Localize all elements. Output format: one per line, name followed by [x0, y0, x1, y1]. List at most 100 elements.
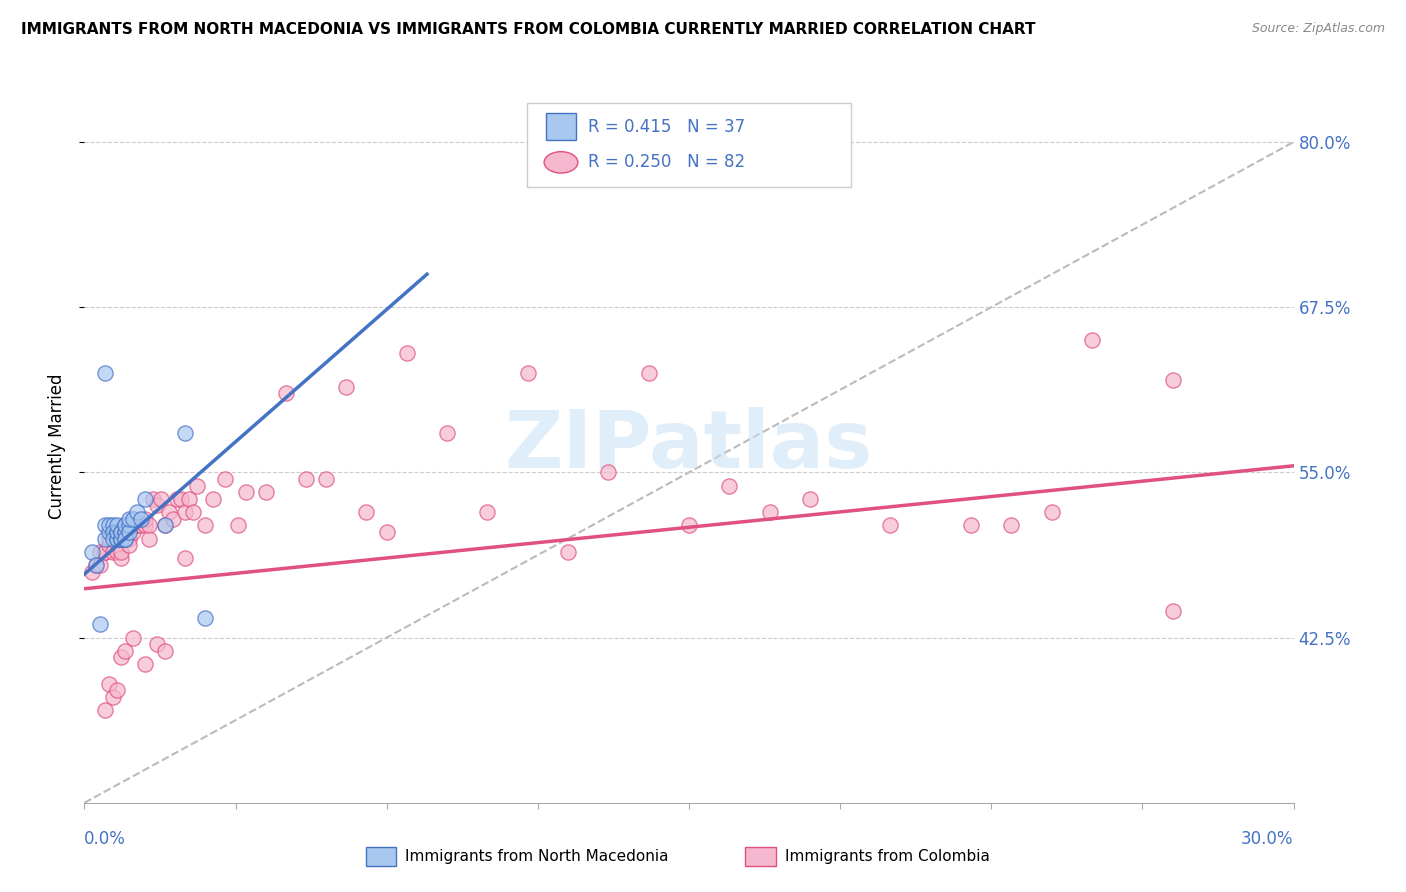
Point [1040, 505, 1063, 519]
Point [335, 379, 357, 393]
Point [166, 491, 188, 506]
Point [157, 505, 180, 519]
Point [121, 524, 143, 539]
Point [477, 505, 499, 519]
Point [395, 346, 418, 360]
Point [110, 551, 132, 566]
Point [1081, 333, 1104, 347]
Point [118, 538, 141, 552]
Point [110, 524, 132, 539]
Point [174, 551, 197, 566]
Point [118, 532, 141, 546]
Point [295, 472, 318, 486]
Point [375, 524, 398, 539]
Point [114, 524, 136, 539]
Text: Immigrants from North Macedonia: Immigrants from North Macedonia [405, 849, 668, 863]
Point [114, 518, 136, 533]
Point [105, 532, 128, 546]
Point [114, 532, 136, 546]
Point [235, 485, 257, 500]
Point [82, 565, 104, 579]
Point [516, 367, 538, 381]
Point [129, 511, 152, 525]
Point [125, 505, 148, 519]
Point [214, 472, 236, 486]
Point [174, 505, 197, 519]
Point [114, 532, 136, 546]
Point [93, 545, 115, 559]
Point [101, 545, 124, 559]
Point [138, 518, 160, 533]
Point [758, 505, 780, 519]
Point [146, 637, 169, 651]
Text: 30.0%: 30.0% [1241, 830, 1294, 847]
Point [194, 611, 217, 625]
Point [121, 511, 143, 525]
Text: IMMIGRANTS FROM NORTH MACEDONIA VS IMMIGRANTS FROM COLOMBIA CURRENTLY MARRIED CO: IMMIGRANTS FROM NORTH MACEDONIA VS IMMIG… [21, 22, 1036, 37]
Point [105, 518, 128, 533]
Point [110, 532, 132, 546]
Point [162, 511, 184, 525]
Point [105, 532, 128, 546]
Point [118, 524, 141, 539]
Point [138, 532, 160, 546]
Point [101, 690, 124, 704]
Point [194, 518, 217, 533]
Point [960, 518, 983, 533]
Point [118, 511, 141, 525]
Point [89, 558, 111, 572]
Point [125, 518, 148, 533]
Point [557, 545, 579, 559]
Text: Immigrants from Colombia: Immigrants from Colombia [785, 849, 990, 863]
Point [146, 499, 169, 513]
Point [181, 505, 204, 519]
Y-axis label: Currently Married: Currently Married [48, 373, 66, 519]
Text: R = 0.250   N = 82: R = 0.250 N = 82 [588, 153, 745, 171]
Point [114, 518, 136, 533]
Point [82, 545, 104, 559]
Point [153, 518, 176, 533]
Point [105, 524, 128, 539]
Point [93, 367, 115, 381]
Point [718, 478, 741, 492]
Point [97, 524, 120, 539]
Point [125, 518, 148, 533]
Point [93, 518, 115, 533]
Point [89, 545, 111, 559]
Text: 0.0%: 0.0% [84, 830, 127, 847]
Point [799, 491, 821, 506]
Text: ZIPatlas: ZIPatlas [505, 407, 873, 485]
Point [149, 491, 172, 506]
Point [101, 532, 124, 546]
Point [97, 518, 120, 533]
Point [97, 538, 120, 552]
Point [110, 532, 132, 546]
Point [134, 491, 156, 506]
Point [129, 518, 152, 533]
Point [105, 524, 128, 539]
Point [101, 524, 124, 539]
Point [93, 703, 115, 717]
Point [93, 545, 115, 559]
Point [110, 545, 132, 559]
Point [114, 518, 136, 533]
Point [89, 617, 111, 632]
Point [105, 683, 128, 698]
Point [202, 491, 225, 506]
Point [114, 644, 136, 658]
Point [86, 558, 108, 572]
Point [93, 532, 115, 546]
Point [179, 491, 201, 506]
Point [105, 545, 128, 559]
Text: R = 0.415   N = 37: R = 0.415 N = 37 [588, 118, 745, 136]
Point [142, 491, 165, 506]
Point [121, 631, 143, 645]
Point [186, 478, 208, 492]
Point [134, 518, 156, 533]
Point [678, 518, 700, 533]
Point [1000, 518, 1022, 533]
Point [114, 532, 136, 546]
Point [134, 511, 156, 525]
Point [637, 367, 659, 381]
Point [121, 511, 143, 525]
